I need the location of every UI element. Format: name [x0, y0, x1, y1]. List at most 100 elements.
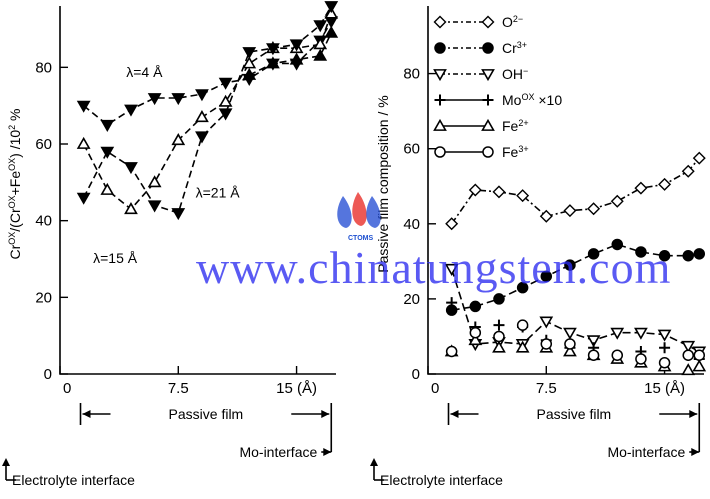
right-series-2-point	[563, 327, 577, 340]
right-series-5-point	[658, 356, 671, 369]
legend-marker	[433, 15, 447, 29]
right-electrolyte-label: Electrolyte interface	[380, 472, 503, 488]
left-series-3-point	[242, 67, 257, 80]
right-series-5-point	[516, 319, 529, 331]
left-series-2-point	[218, 108, 233, 121]
right-series-5-point	[469, 326, 482, 339]
legend-label: Cr3+	[502, 40, 527, 56]
left-x-tick-label: 7.5	[168, 380, 189, 397]
right-series-0-line	[451, 157, 700, 225]
right-series-0-point	[445, 217, 459, 231]
left-series-1-point	[242, 56, 257, 69]
right-series-5-point	[635, 353, 647, 365]
left-series-0-point	[171, 93, 186, 106]
watermark-logo-drop-2	[352, 192, 367, 226]
left-y-tick-label: 80	[35, 59, 52, 76]
right-series-2-point	[610, 327, 625, 340]
right-x-tick-label: 15 (Å)	[644, 380, 685, 397]
right-series-1-point	[635, 246, 647, 258]
right-series-0-point	[468, 183, 482, 197]
legend-marker	[434, 94, 446, 106]
right-series-4-point	[468, 333, 483, 346]
left-series-2-line	[82, 5, 332, 215]
legend-label: Fe3+	[502, 144, 529, 160]
left-series-2-point	[195, 131, 209, 144]
left-series-1-point	[218, 94, 233, 107]
right-series-0-point	[587, 202, 601, 216]
right-bracket-passive-head-right	[689, 410, 698, 418]
left-y-tick-label: 0	[44, 366, 52, 383]
right-series-5-point	[682, 349, 694, 361]
left-series-2-point	[266, 43, 280, 56]
right-series-1-point	[469, 300, 482, 313]
right-series-5-point	[564, 338, 576, 350]
right-series-0-point	[516, 189, 530, 203]
right-series-0-point	[539, 209, 553, 223]
right-series-5-point	[445, 345, 458, 358]
right-y-tick-label: 60	[403, 141, 420, 158]
right-series-2-point	[539, 316, 554, 329]
right-series-1-point	[493, 293, 505, 305]
right-series-2-point	[444, 263, 459, 276]
left-series-0-point	[100, 119, 115, 132]
left-series-1-point	[171, 133, 186, 146]
left-series-2-point	[289, 39, 304, 52]
legend-marker	[433, 69, 447, 82]
right-passive-film-label: Passive film	[537, 406, 612, 422]
right-mo-interface-head	[691, 448, 700, 456]
right-series-4-point	[692, 359, 707, 372]
left-series-3-point	[313, 48, 328, 61]
left-chart-panel: 0 20 40 60 80 0 7.5 15 (Å) CrOX/(CrOX+FeOX) /102…	[2, 1, 339, 488]
right-series-5-point	[493, 330, 505, 343]
right-series-1-point	[611, 238, 624, 251]
right-series-1-point	[540, 270, 553, 283]
watermark-logo-text: CTOMS	[348, 235, 373, 242]
legend-marker	[434, 146, 446, 158]
right-series-1-point	[516, 281, 529, 294]
left-electrolyte-label: Electrolyte interface	[12, 472, 135, 488]
legend-marker	[481, 69, 495, 82]
right-series-3-point	[493, 319, 505, 331]
left-annotation: λ=21 Å	[196, 185, 241, 201]
watermark-logo-drop-1	[337, 196, 352, 228]
right-series-0-point	[692, 151, 706, 165]
right-series-0-point	[658, 177, 672, 191]
right-series-4-point	[492, 340, 506, 353]
legend-label: OH−	[502, 66, 528, 82]
right-series-2-point	[657, 329, 672, 342]
right-series-2-point	[586, 335, 601, 348]
watermark-text: www.chinatungsten.com	[196, 242, 671, 293]
right-electrolyte-head	[370, 458, 378, 466]
right-bracket-passive-head-left	[450, 410, 459, 418]
left-series-2-point	[324, 1, 339, 14]
legend-label: O2−	[502, 14, 523, 30]
left-series-0-point	[124, 104, 138, 117]
right-y-tick-label: 0	[412, 366, 420, 383]
right-series-2-line	[450, 268, 700, 353]
right-series-5-point	[587, 349, 600, 361]
left-series-3-point	[324, 25, 339, 38]
left-series-2-point	[147, 200, 162, 213]
left-annotation: λ=4 Å	[126, 64, 163, 80]
left-series-1-point	[313, 37, 328, 50]
right-y-axis-label: Passive film composition / %	[375, 95, 391, 272]
legend-label: Fe2+	[502, 118, 529, 134]
left-series-1-point	[147, 175, 162, 188]
right-series-2-point	[681, 340, 696, 353]
left-series-1-point	[195, 110, 209, 123]
legend-marker	[482, 94, 494, 106]
legend-label: MoOX ×10	[502, 92, 562, 108]
left-series-2-point	[124, 162, 138, 175]
watermark: CTOMS www.chinatungsten.com	[196, 192, 671, 293]
left-annotation: λ=15 Å	[93, 250, 138, 266]
left-x-tick-label: 0	[63, 380, 71, 397]
right-series-3-point	[659, 342, 671, 354]
right-series-0-point	[610, 194, 624, 208]
right-series-4-point	[563, 344, 577, 357]
right-series-3-point	[446, 297, 458, 309]
left-bracket-passive-head-right	[321, 410, 330, 418]
left-series-1-line	[82, 13, 333, 211]
left-passive-film-label: Passive film	[169, 406, 244, 422]
left-electrolyte-head	[2, 458, 10, 466]
